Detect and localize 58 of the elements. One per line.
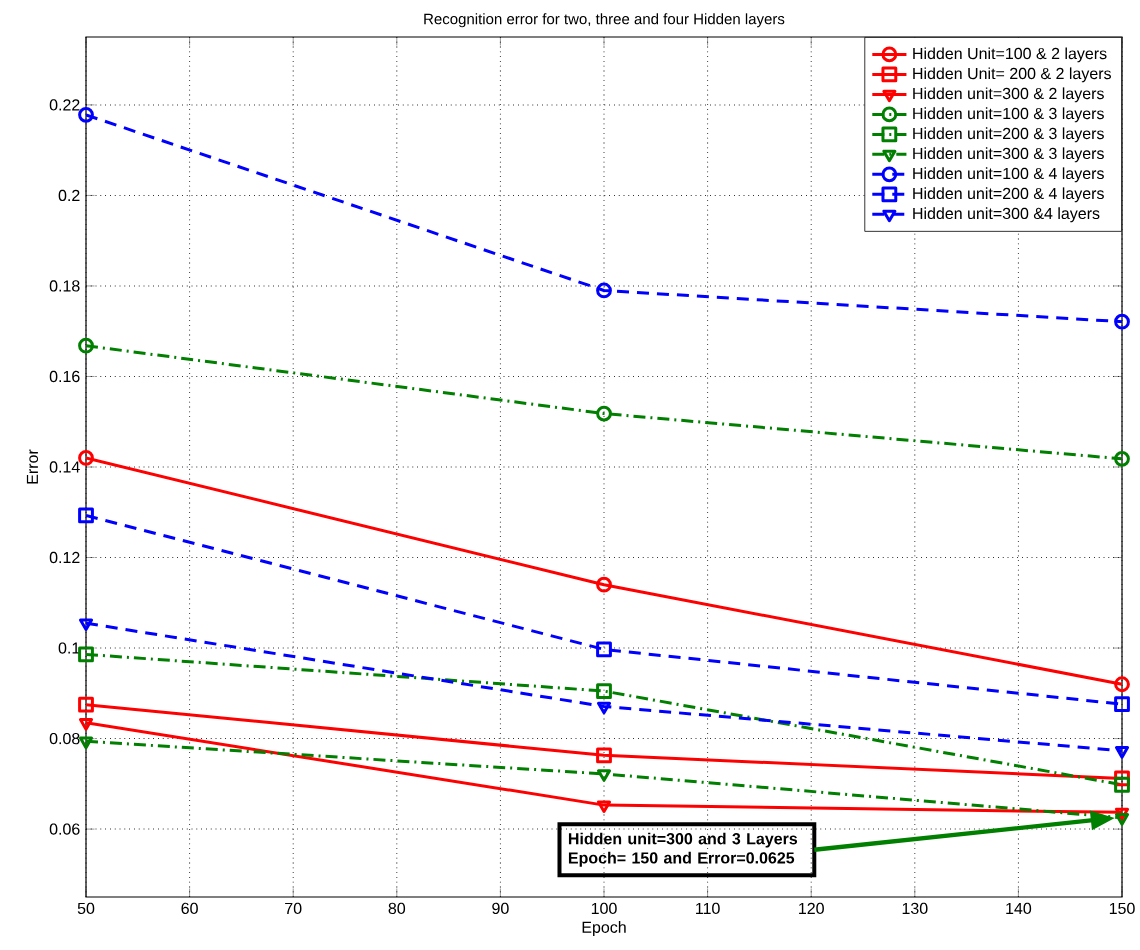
x-tick-label: 100 (591, 902, 617, 915)
point (1114, 313, 1130, 330)
y-axis-title: Error (26, 449, 39, 484)
point (78, 696, 94, 713)
legend-label: Hidden Unit=100 & 2 layers (913, 47, 1107, 63)
point (78, 507, 94, 524)
point (596, 405, 612, 422)
y-tick-label: 0.16 (49, 370, 80, 383)
x-tick-label: 150 (1109, 902, 1135, 915)
point (596, 747, 612, 764)
y-tick-label: 0.06 (49, 823, 80, 835)
y-tick-label: 0.2 (58, 189, 80, 202)
chart-title: Recognition error for two, three and four Hidden layers (424, 13, 785, 28)
point (78, 718, 94, 731)
y-tick-label: 0.22 (49, 99, 80, 111)
annotation: Hidden unit=300 and 3 Layers Epoch= 150 and Error=0.0625 (568, 832, 798, 867)
point (596, 282, 612, 299)
point (78, 618, 94, 632)
point (1114, 746, 1130, 759)
x-tick-label: 140 (1006, 902, 1032, 915)
point (78, 646, 94, 663)
y-tick-label: 0.12 (49, 551, 80, 564)
point (1114, 696, 1130, 713)
y-tick-label: 0.1 (58, 642, 80, 654)
x-tick-label: 70 (285, 902, 302, 915)
x-axis-title: Epoch (582, 921, 626, 937)
x-tick-label: 120 (799, 902, 824, 915)
point (596, 769, 612, 782)
legend-label: Hidden unit=300 & 3 layers (913, 147, 1104, 163)
legend-label: Hidden unit=200 & 3 layers (913, 127, 1104, 143)
legend-label: Hidden Unit= 200 & 2 layers (913, 67, 1111, 83)
point (78, 106, 94, 123)
legend-label: Hidden unit=100 & 3 layers (913, 107, 1104, 123)
y-tick-label: 0.14 (49, 461, 80, 473)
y-tick-label: 0.18 (49, 280, 80, 292)
x-tick-label: 110 (696, 902, 720, 915)
point (596, 683, 612, 699)
x-tick-label: 90 (492, 902, 509, 915)
point (78, 450, 94, 466)
point (1114, 450, 1130, 467)
point (1114, 813, 1130, 826)
point (596, 641, 612, 658)
x-tick-label: 80 (388, 902, 406, 915)
legend-label: Hidden unit=100 & 4 layers (913, 167, 1104, 183)
point (78, 337, 94, 354)
legend-label: Hidden unit=300 &4 layers (913, 207, 1100, 223)
point (596, 800, 612, 814)
point (1114, 776, 1130, 793)
legend-label: Hidden unit=300 & 2 layers (913, 87, 1104, 103)
x-tick-label: 60 (181, 902, 198, 915)
x-tick-label: 130 (902, 902, 928, 915)
point (1114, 676, 1130, 693)
x-tick-label: 50 (77, 902, 95, 915)
point (596, 576, 612, 593)
legend-label: Hidden unit=200 & 4 layers (913, 187, 1104, 203)
point (596, 701, 612, 715)
y-tick-label: 0.08 (49, 732, 80, 745)
point (78, 736, 94, 750)
